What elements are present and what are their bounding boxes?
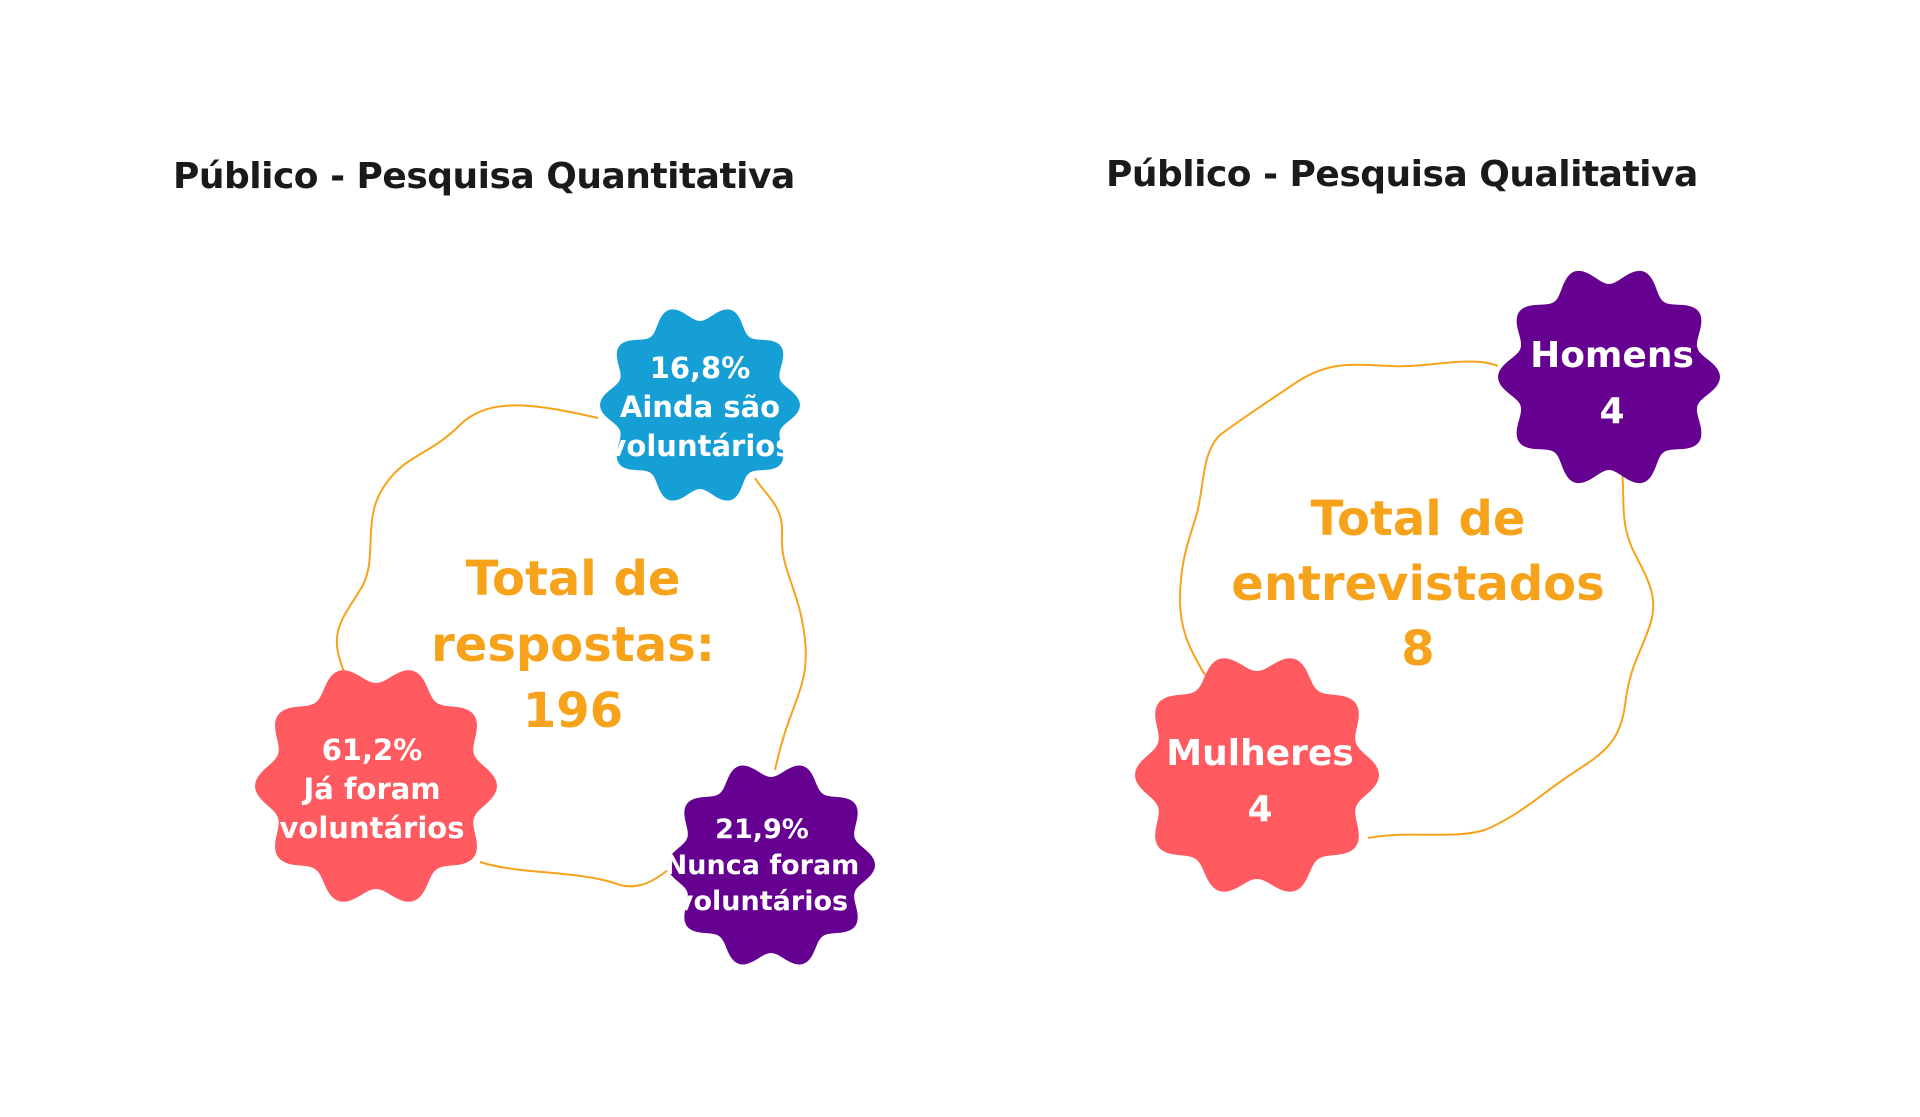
badge-shape	[1135, 658, 1379, 892]
badge-count: 4	[1247, 789, 1272, 830]
badge-percent: 16,8%	[650, 351, 751, 385]
quantitative-outline	[335, 404, 807, 888]
badge-label: Homens	[1530, 335, 1694, 376]
badge-shape	[255, 670, 497, 902]
qualitative-title: Público - Pesquisa Qualitativa	[1106, 154, 1698, 195]
badge-shape	[1498, 270, 1720, 484]
qualitative-center-line-3: 8	[1401, 621, 1434, 677]
badge-count: 4	[1599, 391, 1624, 432]
badge-ja-foram-voluntarios: 61,2% Já foram voluntários	[255, 670, 497, 902]
qualitative-center-line-2: entrevistados	[1231, 556, 1604, 612]
badge-percent: 61,2%	[322, 733, 423, 767]
badge-mulheres: Mulheres 4	[1135, 658, 1379, 892]
badge-shape	[600, 309, 800, 501]
badge-percent: 21,9%	[715, 814, 809, 845]
quantitative-title: Público - Pesquisa Quantitativa	[173, 156, 795, 197]
badge-label-line-1: Nunca foram	[665, 850, 860, 881]
badge-label-line-1: Já foram	[301, 772, 440, 806]
badge-label: Mulheres	[1166, 733, 1353, 774]
qualitative-center-line-1: Total de	[1311, 491, 1526, 547]
badge-label-line-2: voluntários	[676, 886, 848, 917]
badge-label-line-1: Ainda são	[620, 390, 780, 424]
badge-shape	[667, 765, 875, 965]
badge-ainda-sao-voluntarios: 16,8% Ainda são voluntários	[600, 309, 800, 501]
badge-nunca-foram-voluntarios: 21,9% Nunca foram voluntários	[665, 765, 875, 965]
quantitative-diagram: Total de respostas: 196 16,8% Ainda são …	[255, 309, 875, 965]
badge-label-line-2: voluntários	[280, 811, 465, 845]
qualitative-diagram: Total de entrevistados 8 Homens 4 Mulher…	[1135, 270, 1720, 892]
badge-label-line-2: voluntários	[608, 429, 793, 463]
quantitative-center-line-2: respostas:	[431, 617, 715, 673]
quantitative-center: Total de respostas: 196	[431, 551, 715, 739]
quantitative-center-line-3: 196	[523, 683, 623, 739]
badge-homens: Homens 4	[1498, 270, 1720, 484]
qualitative-outline	[1178, 360, 1655, 839]
qualitative-center: Total de entrevistados 8	[1231, 491, 1604, 677]
quantitative-center-line-1: Total de	[466, 551, 681, 607]
